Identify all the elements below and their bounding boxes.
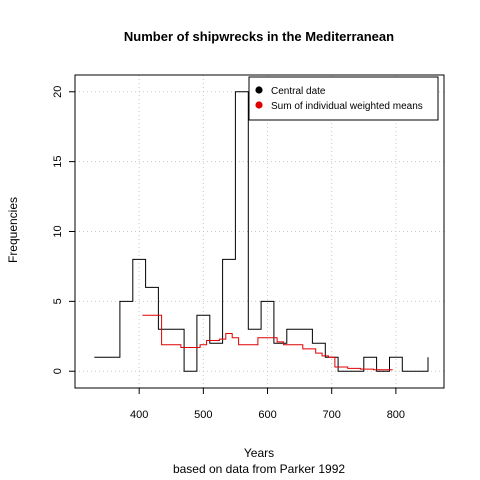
series-line-weighted-means — [142, 314, 393, 371]
series-layer — [94, 91, 429, 372]
x-tick-label: 400 — [130, 409, 148, 421]
y-axis-label: Frequencies — [6, 197, 20, 263]
grid — [75, 75, 444, 388]
series-line-central-date — [94, 91, 429, 372]
y-tick-label: 5 — [52, 298, 64, 304]
x-axis-label: Years — [244, 446, 274, 460]
y-tick-label: 0 — [52, 368, 64, 374]
y-tick-label: 10 — [52, 225, 64, 237]
chart-subtitle: based on data from Parker 1992 — [173, 462, 345, 476]
legend-box — [248, 76, 439, 121]
x-tick-label: 600 — [258, 409, 276, 421]
legend-label-central-date: Central date — [271, 86, 326, 97]
legend: Central date Sum of individual weighted … — [248, 76, 439, 121]
legend-label-weighted-means: Sum of individual weighted means — [271, 101, 423, 112]
chart-title: Number of shipwrecks in the Mediterranea… — [124, 29, 394, 44]
y-tick-label: 20 — [52, 86, 64, 98]
legend-marker-central-date — [255, 86, 263, 94]
x-tick-label: 800 — [387, 409, 405, 421]
legend-marker-weighted-means — [255, 101, 263, 109]
x-tick-label: 700 — [323, 409, 341, 421]
axes: 400 500 600 700 800 0 5 10 15 20 — [52, 86, 405, 421]
x-tick-label: 500 — [194, 409, 212, 421]
y-tick-label: 15 — [52, 156, 64, 168]
